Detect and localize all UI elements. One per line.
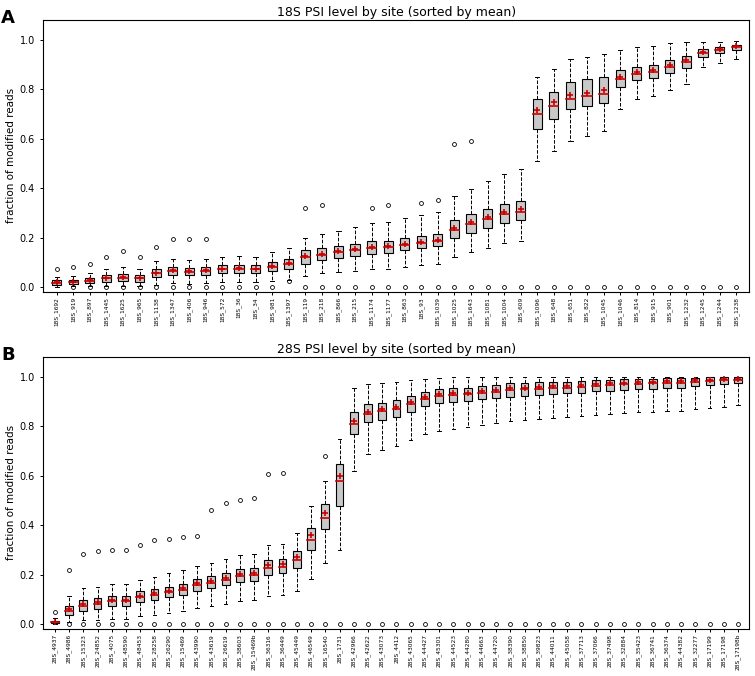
Bar (267, 262, 276, 271)
Bar (421, 392, 429, 406)
Bar (400, 238, 409, 251)
Bar (578, 381, 585, 393)
Bar (79, 600, 87, 610)
Bar (682, 55, 691, 68)
Bar (367, 241, 376, 254)
Bar (85, 278, 94, 283)
Bar (535, 382, 543, 395)
Bar (108, 596, 116, 606)
Y-axis label: fraction of modified reads: fraction of modified reads (5, 425, 16, 560)
Bar (251, 265, 260, 272)
Bar (550, 91, 559, 119)
Bar (284, 260, 293, 269)
Bar (250, 568, 258, 581)
Bar (94, 598, 101, 609)
Bar (152, 269, 161, 277)
Bar (279, 558, 286, 573)
Bar (236, 569, 244, 581)
Bar (665, 60, 674, 73)
Bar (350, 412, 358, 434)
Bar (464, 388, 472, 402)
Bar (649, 379, 657, 389)
Bar (467, 214, 476, 233)
Bar (334, 246, 343, 258)
Bar (51, 621, 59, 623)
Bar (307, 528, 315, 550)
Bar (449, 389, 458, 402)
Bar (435, 389, 443, 404)
Bar (478, 386, 485, 400)
Bar (563, 381, 572, 393)
Bar (599, 76, 609, 103)
Bar (335, 464, 344, 506)
Bar (698, 49, 707, 57)
Bar (122, 596, 130, 606)
Bar (168, 267, 177, 274)
Bar (52, 280, 61, 285)
Bar (606, 379, 614, 391)
Bar (732, 45, 741, 50)
Bar (222, 573, 230, 585)
Bar (202, 267, 211, 274)
Bar (692, 378, 699, 387)
Bar (293, 551, 300, 568)
Bar (582, 79, 592, 106)
Bar (322, 504, 329, 529)
Bar (533, 99, 542, 128)
Text: A: A (1, 9, 15, 27)
Bar (300, 251, 310, 264)
Bar (720, 377, 728, 385)
Bar (663, 378, 670, 388)
Bar (193, 579, 201, 591)
Title: 18S PSI level by site (sorted by mean): 18S PSI level by site (sorted by mean) (277, 5, 516, 18)
Bar (649, 65, 658, 78)
Bar (185, 268, 194, 275)
Bar (384, 241, 393, 253)
Bar (165, 587, 173, 598)
Bar (632, 67, 641, 80)
Bar (592, 381, 599, 391)
Bar (507, 383, 514, 397)
Bar (500, 204, 509, 222)
Bar (179, 584, 186, 595)
Text: B: B (1, 346, 14, 364)
Y-axis label: fraction of modified reads: fraction of modified reads (5, 89, 16, 224)
Bar (433, 234, 442, 246)
Bar (634, 379, 643, 389)
Bar (137, 592, 144, 602)
Bar (102, 274, 111, 282)
Bar (364, 404, 372, 422)
Bar (119, 274, 128, 281)
Bar (715, 47, 724, 53)
Bar (483, 209, 492, 228)
Bar (615, 70, 624, 87)
Title: 28S PSI level by site (sorted by mean): 28S PSI level by site (sorted by mean) (277, 343, 516, 356)
Bar (264, 560, 273, 575)
Bar (218, 265, 227, 272)
Bar (135, 274, 144, 282)
Bar (677, 378, 685, 388)
Bar (521, 383, 528, 396)
Bar (417, 236, 426, 248)
Bar (516, 201, 525, 220)
Bar (492, 385, 500, 398)
Bar (350, 244, 359, 256)
Bar (393, 400, 400, 416)
Bar (378, 402, 386, 420)
Bar (621, 379, 628, 390)
Bar (65, 606, 73, 614)
Bar (317, 248, 326, 260)
Bar (566, 82, 575, 109)
Bar (706, 377, 713, 385)
Bar (150, 589, 159, 600)
Bar (407, 396, 414, 412)
Bar (208, 576, 215, 588)
Bar (235, 265, 244, 272)
Bar (549, 382, 557, 394)
Bar (450, 220, 459, 237)
Bar (69, 280, 78, 284)
Bar (734, 377, 742, 383)
